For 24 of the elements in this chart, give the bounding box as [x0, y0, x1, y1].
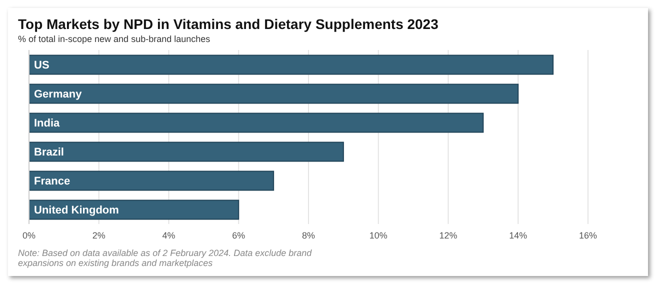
x-tick-label: 10% [369, 230, 388, 240]
text: Note: Based on data available as of 2 February 2024. Data exclude brand expansions on existing brands and marketplaces [18, 248, 313, 268]
bar [29, 170, 274, 191]
x-tick-label: 14% [509, 230, 528, 240]
x-tick-label: 0% [22, 230, 36, 240]
y-tick-label: US [34, 60, 50, 72]
x-tick-label: 4% [162, 230, 176, 240]
y-tick-label: India [34, 118, 61, 130]
y-tick-label: Brazil [34, 146, 64, 159]
bar [29, 54, 554, 75]
y-tick-label: Germany [34, 88, 83, 101]
y-tick-label: France [34, 176, 70, 188]
x-tick-label: 16% [578, 230, 598, 240]
x-tick-label: 8% [302, 230, 316, 240]
chart-subtitle: % of total in-scope new and sub-brand launches [18, 34, 212, 44]
bar [29, 200, 240, 220]
y-tick-label: United Kingdom [34, 204, 120, 217]
x-tick-label: 2% [92, 230, 106, 240]
x-tick-label: 12% [439, 230, 458, 240]
bar [29, 112, 484, 133]
bar [29, 142, 344, 162]
chart-title: Top Markets by NPD in Vitamins and Dietary Supplements 2023 [18, 16, 440, 32]
x-tick-label: 6% [232, 230, 246, 240]
bar [29, 84, 519, 104]
